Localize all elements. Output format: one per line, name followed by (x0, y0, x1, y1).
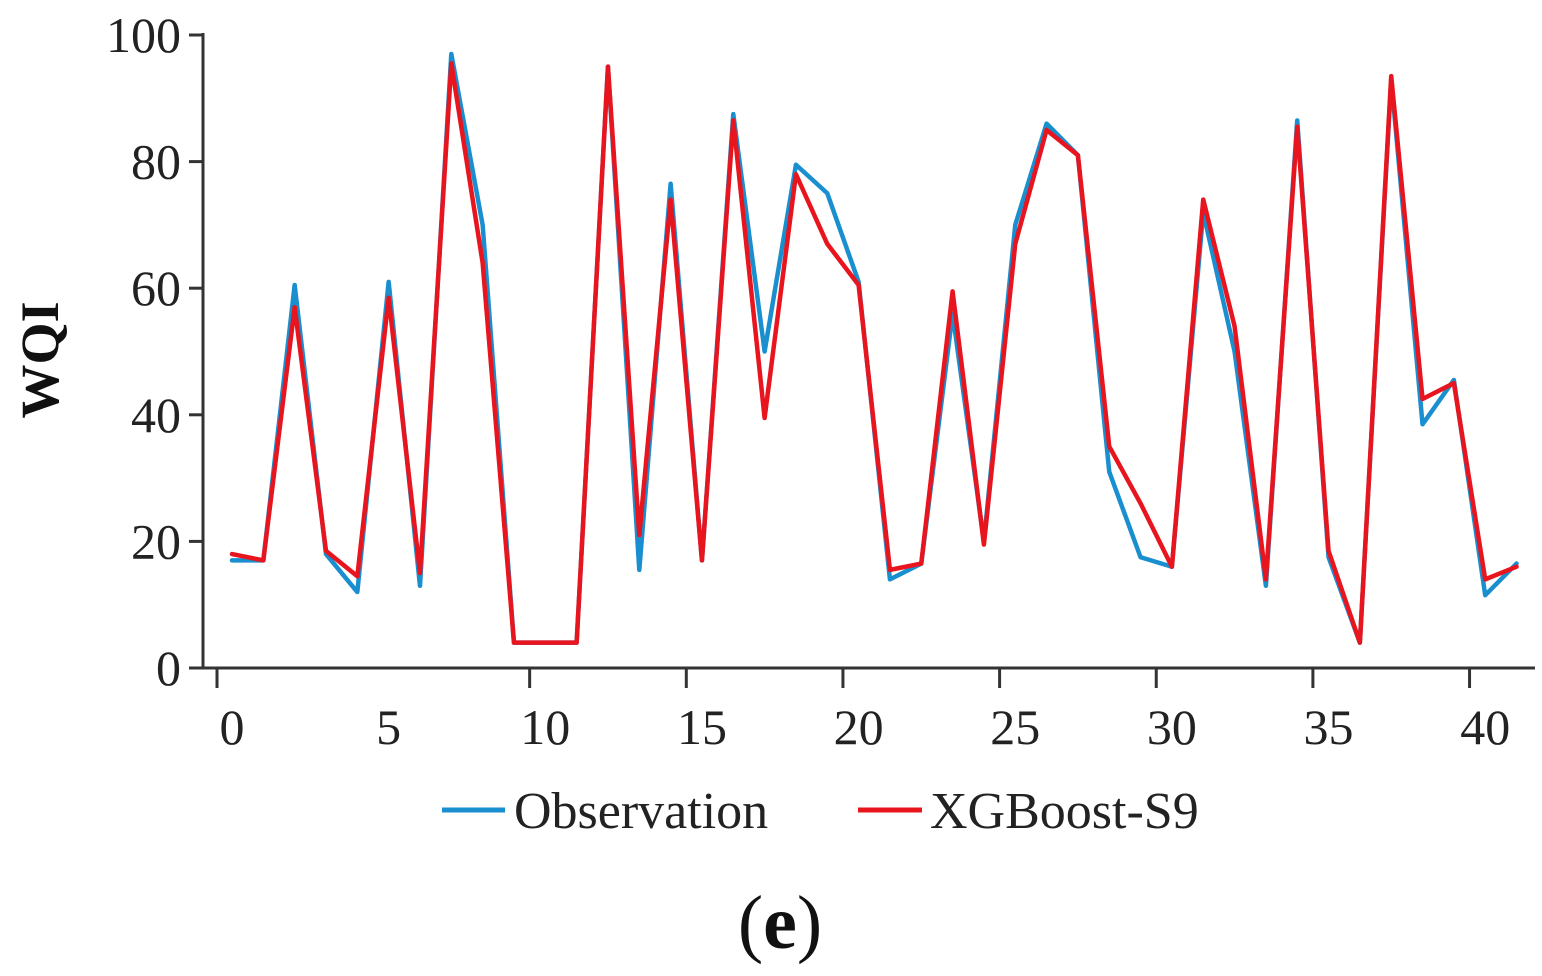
panel-label-letter: e (763, 881, 797, 965)
y-tick-label: 0 (156, 640, 181, 696)
x-tick-label: 25 (990, 699, 1040, 755)
series-line-observation (229, 51, 1519, 645)
series-lines (229, 51, 1519, 645)
x-tick-label: 30 (1147, 699, 1197, 755)
y-tick-label: 100 (106, 7, 181, 63)
y-tick-label: 80 (131, 134, 181, 190)
panel-label-open: ( (738, 881, 763, 965)
legend: Observation XGBoost-S9 (442, 783, 1199, 840)
y-tick-label: 40 (131, 387, 181, 443)
x-tick-label: 0 (220, 699, 245, 755)
y-axis: 0 20 40 60 80 100 (106, 7, 205, 696)
x-axis: 0 5 10 15 20 25 30 35 40 (203, 666, 1535, 755)
x-tick-label: 40 (1460, 699, 1510, 755)
x-tick-label: 5 (376, 699, 401, 755)
legend-label-xgboost-s9: XGBoost-S9 (930, 783, 1199, 840)
x-tick-label: 10 (520, 699, 570, 755)
panel-label-close: ) (797, 881, 822, 965)
y-tick-label: 60 (131, 260, 181, 316)
legend-label-observation: Observation (514, 783, 768, 840)
panel-label: (e) (738, 881, 822, 965)
y-tick-label: 20 (131, 513, 181, 569)
y-axis-title: WQI (10, 301, 70, 418)
x-tick-label: 20 (834, 699, 884, 755)
x-tick-label: 35 (1304, 699, 1354, 755)
series-line-xgboost-s9 (229, 61, 1519, 645)
x-tick-label: 15 (677, 699, 727, 755)
